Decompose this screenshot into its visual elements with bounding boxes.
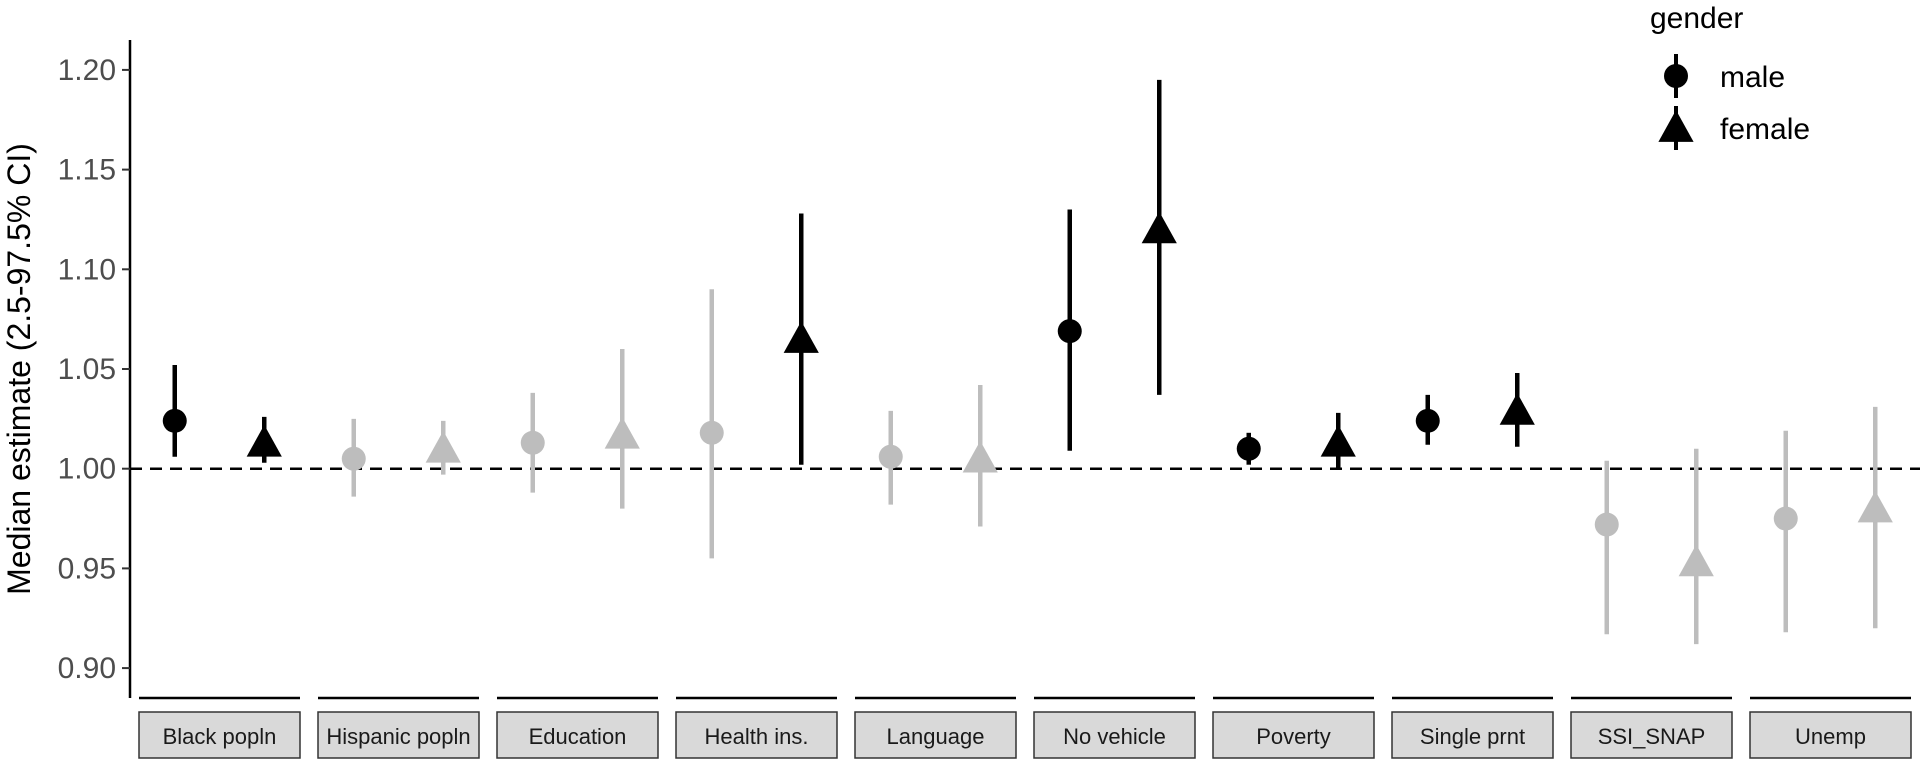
panel-language: Language — [854, 384, 1017, 759]
panel-hispanic-popln: Hispanic popln — [317, 418, 480, 759]
panel-strip — [138, 711, 301, 759]
panel-ssi-snap: SSI_SNAP — [1570, 448, 1733, 759]
point-female — [1678, 544, 1714, 577]
panel-strip-label: Unemp — [1795, 724, 1866, 749]
point-female — [246, 424, 282, 457]
legend-label-female: female — [1720, 113, 1810, 146]
panel-strip-label: No vehicle — [1063, 724, 1166, 749]
y-tick-label: 0.95 — [58, 552, 116, 585]
y-tick-label: 1.05 — [58, 353, 116, 386]
panel-single-prnt: Single prnt — [1391, 372, 1554, 759]
panel-strip-label: Hispanic popln — [326, 724, 470, 749]
legend: gender male female — [1650, 2, 1810, 150]
point-female — [604, 416, 640, 449]
y-axis-title: Median estimate (2.5-97.5% CI) — [1, 143, 37, 595]
legend-label-male: male — [1720, 61, 1785, 94]
legend-key-circle — [1664, 64, 1688, 88]
point-male — [878, 444, 903, 469]
panel-strip-label: Black popln — [163, 724, 277, 749]
point-male — [1236, 436, 1261, 461]
panel-education: Education — [496, 349, 659, 759]
panel-strip — [854, 711, 1017, 759]
point-female — [1141, 211, 1177, 244]
panel-strip-label: Language — [887, 724, 985, 749]
panel-strip — [1391, 711, 1554, 759]
point-male — [520, 430, 545, 455]
point-male — [1057, 319, 1082, 344]
panel-strip-label: Education — [529, 724, 627, 749]
panel-poverty: Poverty — [1212, 412, 1375, 759]
legend-key-triangle — [1658, 110, 1694, 142]
panel-health-ins-: Health ins. — [675, 213, 838, 759]
panel-strip-label: Health ins. — [705, 724, 809, 749]
point-male — [341, 446, 366, 471]
point-female — [1499, 393, 1535, 425]
panel-unemp: Unemp — [1749, 406, 1912, 759]
point-male — [1415, 408, 1440, 433]
y-tick-label: 1.15 — [58, 154, 116, 187]
panel-strip — [1749, 711, 1912, 759]
panel-strip — [1033, 711, 1196, 759]
panel-strip-label: Single prnt — [1420, 724, 1525, 749]
y-tick-label: 1.20 — [58, 54, 116, 87]
panel-strip — [675, 711, 838, 759]
panel-strip — [1570, 711, 1733, 759]
point-female — [1857, 490, 1893, 523]
panel-strip-label: SSI_SNAP — [1598, 724, 1706, 749]
panel-strip-label: Poverty — [1256, 724, 1331, 749]
panel-strip — [1212, 711, 1375, 759]
panel-black-popln: Black popln — [138, 365, 301, 759]
panel-strip — [317, 711, 480, 759]
point-male — [1594, 512, 1619, 537]
point-female — [783, 321, 819, 353]
point-female — [962, 440, 998, 473]
y-tick-label: 0.90 — [58, 652, 116, 685]
point-male — [699, 420, 724, 445]
y-axis: 0.90 0.95 1.00 1.05 1.10 1.15 1.20 Median estim… — [1, 40, 132, 698]
point-male — [1773, 506, 1798, 531]
legend-title: gender — [1650, 2, 1743, 35]
y-tick-label: 1.10 — [58, 253, 116, 286]
point-female — [1320, 424, 1356, 457]
point-male — [162, 408, 187, 433]
y-tick-label: 1.00 — [58, 453, 116, 486]
panels: Black popln Hispanic popln Education Health… — [138, 79, 1912, 759]
point-female — [425, 430, 461, 463]
panel-no-vehicle: No vehicle — [1033, 79, 1196, 759]
panel-strip — [496, 711, 659, 759]
